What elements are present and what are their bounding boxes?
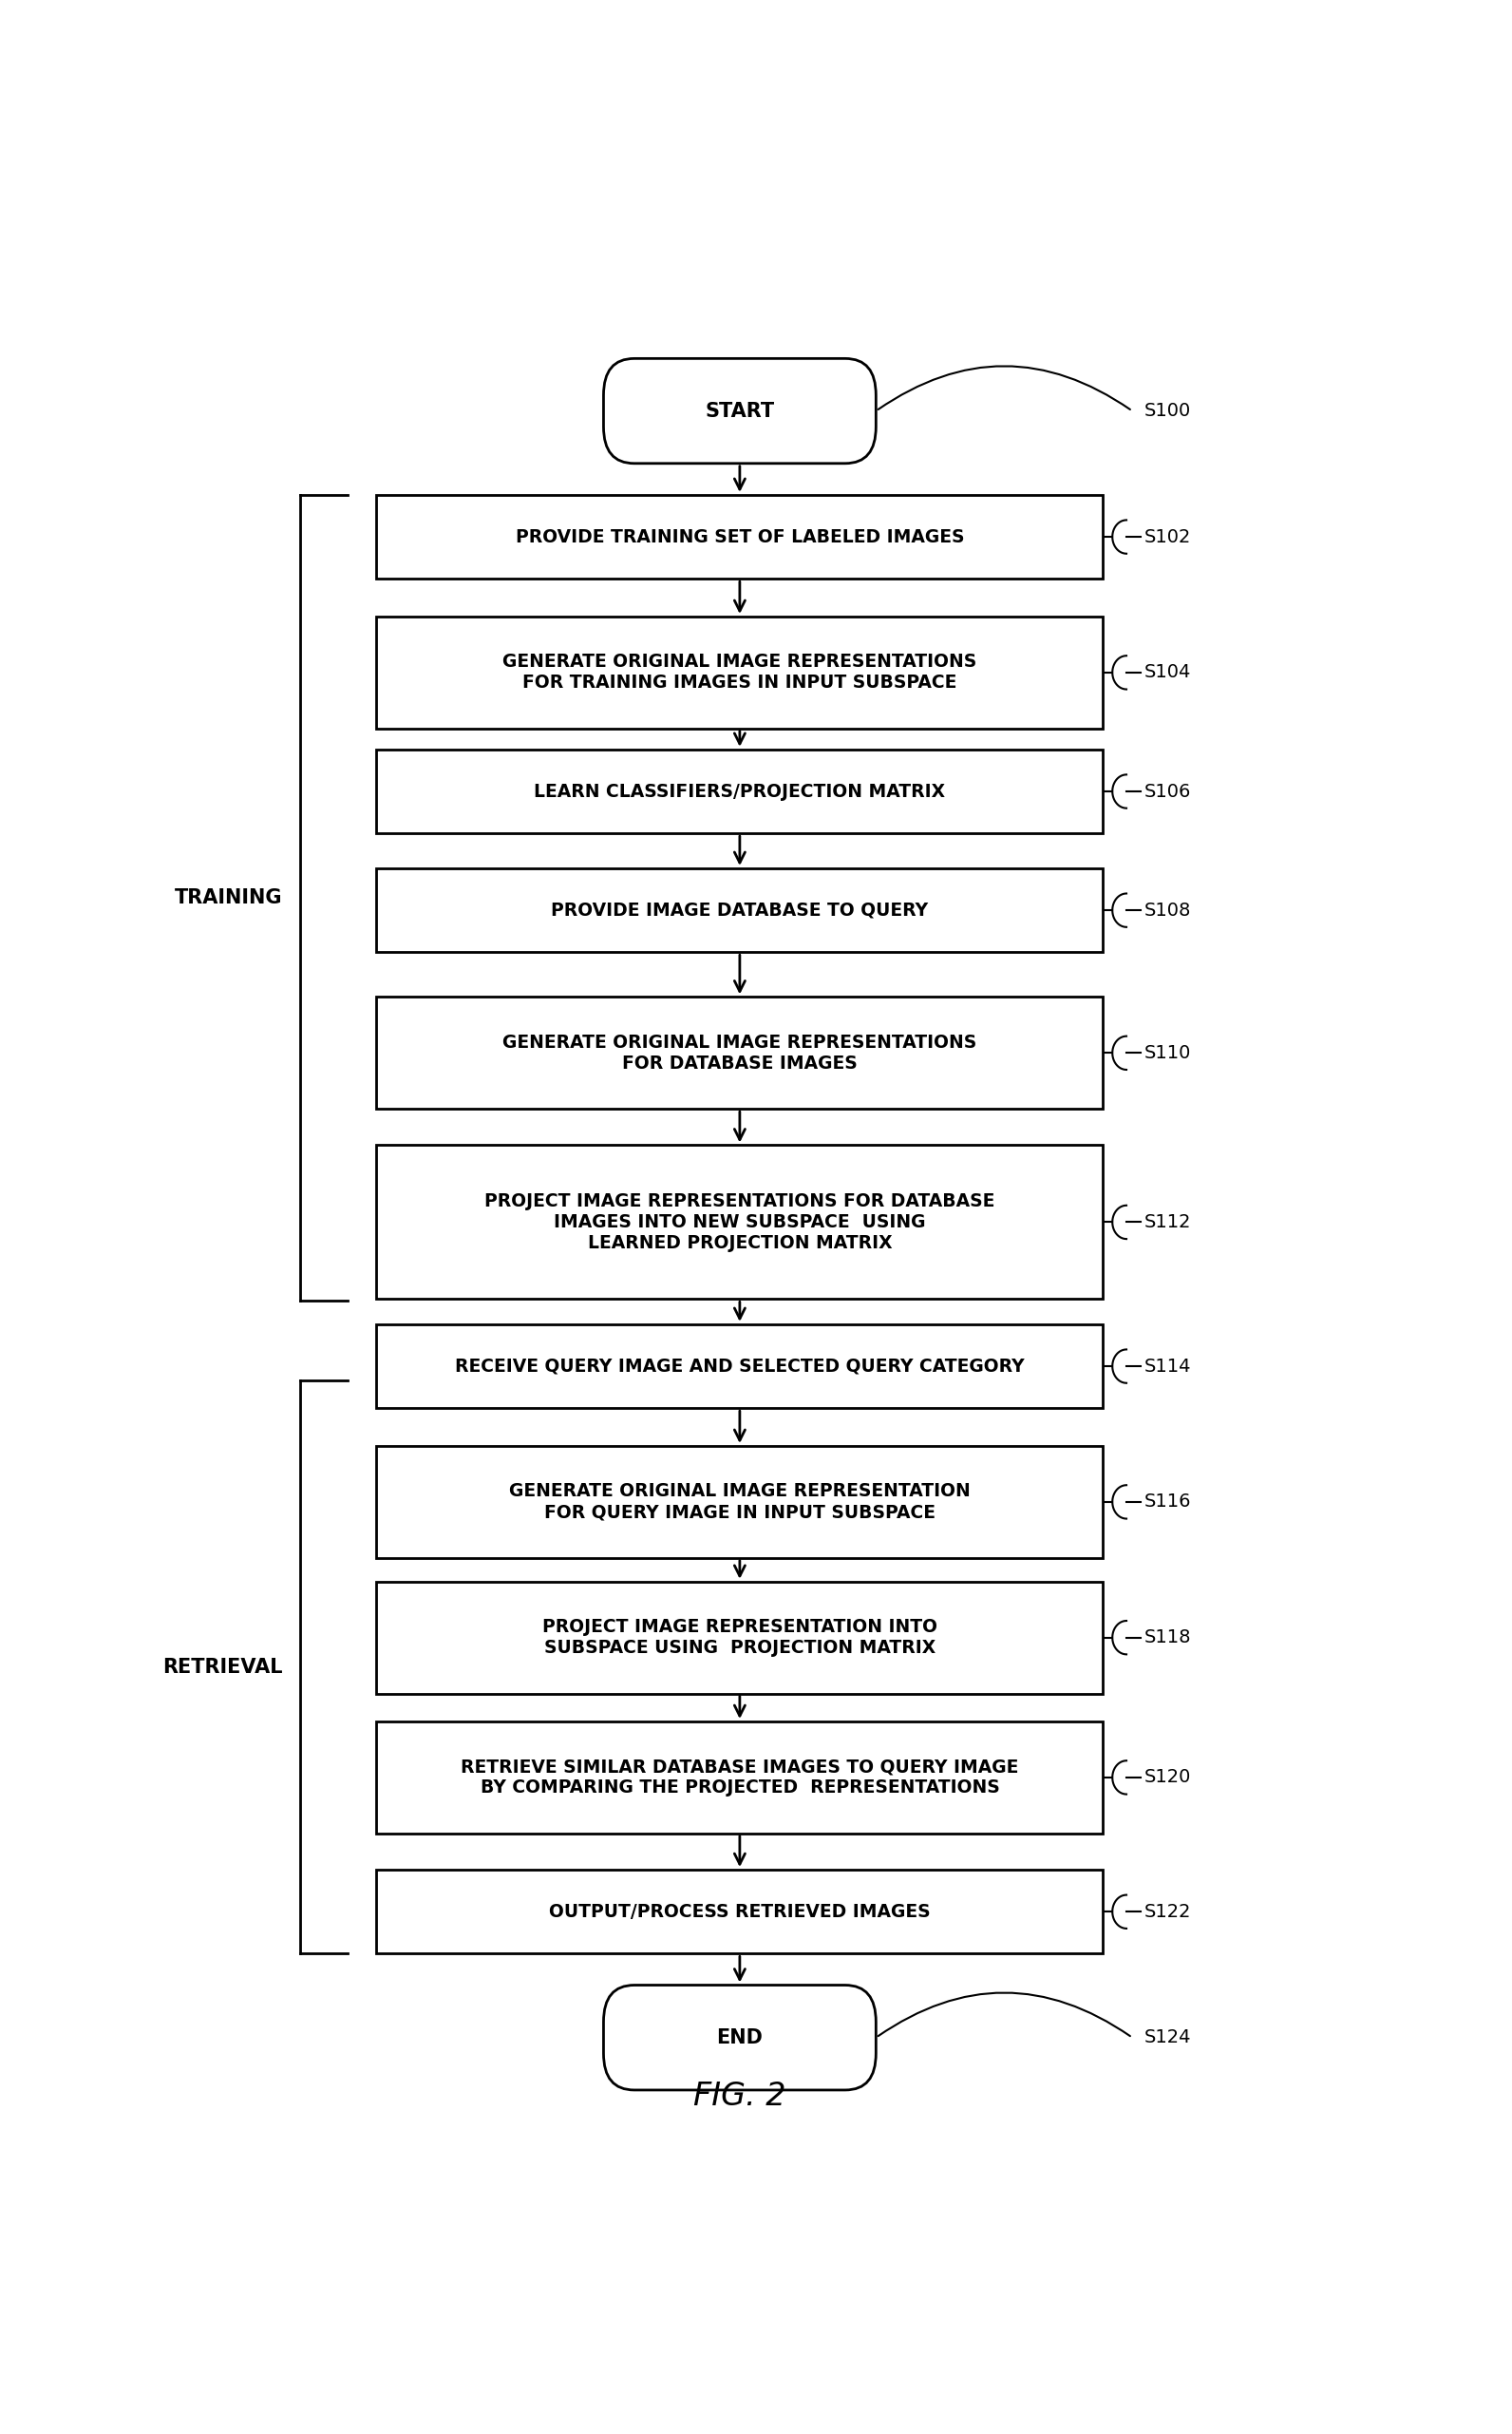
- FancyBboxPatch shape: [603, 358, 875, 462]
- Text: LEARN CLASSIFIERS/PROJECTION MATRIX: LEARN CLASSIFIERS/PROJECTION MATRIX: [534, 781, 945, 801]
- Text: S102: S102: [1145, 528, 1191, 545]
- Text: GENERATE ORIGINAL IMAGE REPRESENTATION
FOR QUERY IMAGE IN INPUT SUBSPACE: GENERATE ORIGINAL IMAGE REPRESENTATION F…: [510, 1482, 971, 1521]
- Text: PROJECT IMAGE REPRESENTATION INTO
SUBSPACE USING  PROJECTION MATRIX: PROJECT IMAGE REPRESENTATION INTO SUBSPA…: [543, 1619, 937, 1658]
- Text: S106: S106: [1145, 781, 1191, 801]
- Text: RECEIVE QUERY IMAGE AND SELECTED QUERY CATEGORY: RECEIVE QUERY IMAGE AND SELECTED QUERY C…: [455, 1358, 1025, 1375]
- Text: S122: S122: [1145, 1903, 1191, 1920]
- FancyBboxPatch shape: [376, 1446, 1104, 1558]
- FancyBboxPatch shape: [376, 616, 1104, 728]
- Text: START: START: [705, 402, 774, 421]
- Text: S114: S114: [1145, 1358, 1191, 1375]
- Text: S118: S118: [1145, 1628, 1191, 1645]
- FancyBboxPatch shape: [376, 1869, 1104, 1955]
- Text: FIG. 2: FIG. 2: [694, 2081, 786, 2113]
- FancyBboxPatch shape: [603, 1986, 875, 2091]
- Text: S110: S110: [1145, 1044, 1191, 1061]
- FancyBboxPatch shape: [376, 1324, 1104, 1409]
- Text: S120: S120: [1145, 1770, 1191, 1787]
- Text: OUTPUT/PROCESS RETRIEVED IMAGES: OUTPUT/PROCESS RETRIEVED IMAGES: [549, 1903, 930, 1920]
- FancyBboxPatch shape: [376, 869, 1104, 952]
- FancyBboxPatch shape: [376, 998, 1104, 1110]
- Text: S104: S104: [1145, 664, 1191, 682]
- Text: END: END: [717, 2028, 764, 2047]
- Text: S124: S124: [1145, 2028, 1191, 2047]
- Text: GENERATE ORIGINAL IMAGE REPRESENTATIONS
FOR DATABASE IMAGES: GENERATE ORIGINAL IMAGE REPRESENTATIONS …: [502, 1034, 977, 1073]
- Text: PROVIDE IMAGE DATABASE TO QUERY: PROVIDE IMAGE DATABASE TO QUERY: [552, 901, 928, 920]
- Text: PROVIDE TRAINING SET OF LABELED IMAGES: PROVIDE TRAINING SET OF LABELED IMAGES: [516, 528, 965, 545]
- Text: S100: S100: [1145, 402, 1191, 421]
- Text: S112: S112: [1145, 1212, 1191, 1232]
- FancyBboxPatch shape: [376, 1146, 1104, 1300]
- Text: TRAINING: TRAINING: [175, 888, 283, 908]
- Text: S108: S108: [1145, 901, 1191, 920]
- Text: S116: S116: [1145, 1492, 1191, 1512]
- FancyBboxPatch shape: [376, 750, 1104, 832]
- FancyBboxPatch shape: [376, 1721, 1104, 1833]
- FancyBboxPatch shape: [376, 494, 1104, 579]
- FancyBboxPatch shape: [376, 1582, 1104, 1694]
- Text: GENERATE ORIGINAL IMAGE REPRESENTATIONS
FOR TRAINING IMAGES IN INPUT SUBSPACE: GENERATE ORIGINAL IMAGE REPRESENTATIONS …: [502, 652, 977, 691]
- Text: RETRIEVE SIMILAR DATABASE IMAGES TO QUERY IMAGE
BY COMPARING THE PROJECTED  REPR: RETRIEVE SIMILAR DATABASE IMAGES TO QUER…: [461, 1757, 1019, 1796]
- Text: RETRIEVAL: RETRIEVAL: [163, 1658, 283, 1677]
- Text: PROJECT IMAGE REPRESENTATIONS FOR DATABASE
IMAGES INTO NEW SUBSPACE  USING
LEARN: PROJECT IMAGE REPRESENTATIONS FOR DATABA…: [484, 1193, 995, 1251]
